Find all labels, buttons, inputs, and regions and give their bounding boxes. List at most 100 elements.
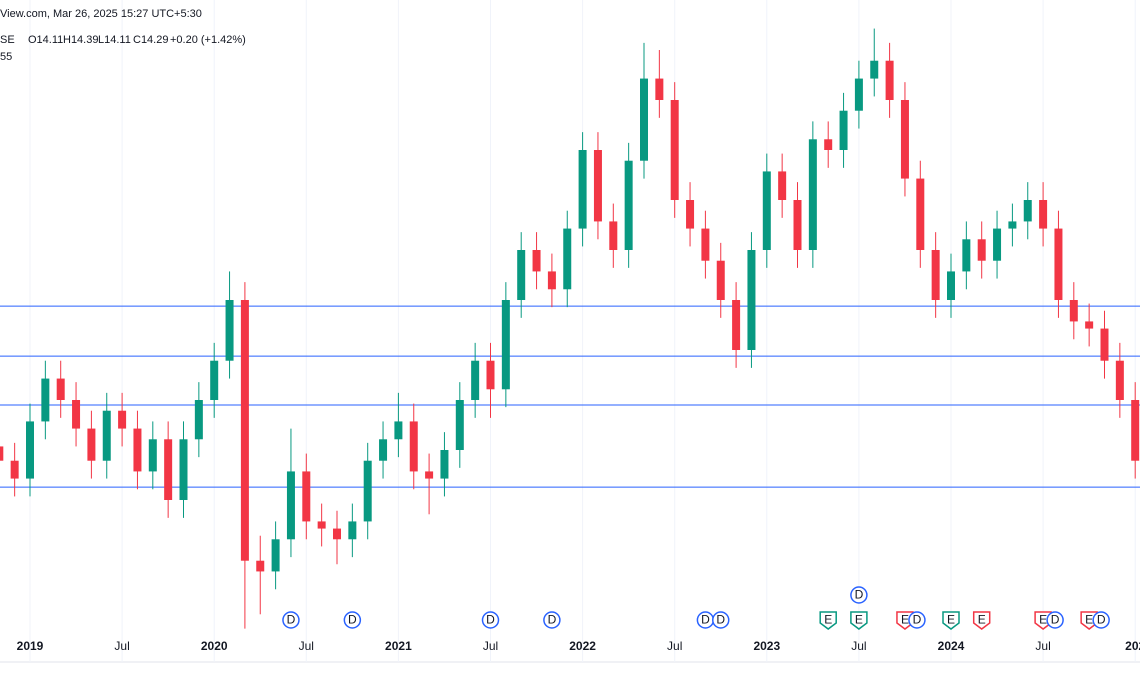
candle-body: [1100, 328, 1109, 361]
candle-body: [56, 378, 65, 400]
header-text: 55: [0, 51, 12, 63]
x-tick-label: Jul: [851, 639, 866, 653]
event-label: E: [855, 613, 863, 627]
candle-body: [363, 460, 372, 522]
candle-body: [194, 400, 203, 440]
x-tick-label: Jul: [299, 639, 314, 653]
x-tick-label: 2023: [753, 639, 780, 653]
candle-body: [1115, 360, 1124, 400]
x-tick-label: Jul: [483, 639, 498, 653]
event-label: E: [901, 613, 909, 627]
candle-body: [225, 300, 234, 361]
candle-body: [624, 160, 633, 250]
event-label: E: [978, 613, 986, 627]
candle-body: [302, 471, 311, 522]
x-tick-label: Jul: [1035, 639, 1050, 653]
candle-body: [87, 428, 96, 461]
candle-body: [532, 250, 541, 272]
event-marker[interactable]: E: [850, 611, 868, 630]
candle-body: [102, 410, 111, 461]
candle-body: [716, 260, 725, 300]
event-marker[interactable]: D: [1046, 611, 1064, 629]
candle-body: [547, 271, 556, 290]
candle-body: [593, 150, 602, 222]
event-marker[interactable]: D: [543, 611, 561, 629]
candle-body: [1054, 228, 1063, 300]
candle-body: [732, 300, 741, 350]
candle-body: [333, 528, 341, 540]
event-marker[interactable]: E: [1034, 611, 1052, 630]
x-tick-label: Jul: [114, 639, 129, 653]
event-label: D: [716, 613, 725, 627]
event-badge: [1092, 611, 1110, 629]
header-text: L14.11: [98, 34, 131, 46]
candle-body: [1023, 200, 1032, 222]
candle-body: [348, 521, 357, 540]
candle-body: [993, 228, 1002, 261]
event-marker[interactable]: E: [819, 611, 837, 630]
event-marker[interactable]: D: [850, 586, 868, 604]
event-badge: [282, 611, 300, 629]
candle-body: [148, 439, 157, 472]
event-label: D: [287, 613, 296, 627]
event-marker[interactable]: E: [942, 611, 960, 630]
candle-body: [947, 271, 955, 300]
candle-body: [1085, 321, 1094, 329]
candle-body: [164, 439, 173, 500]
candle-body: [440, 450, 449, 479]
header-text: H14.39: [63, 34, 98, 46]
candle-body: [962, 239, 971, 272]
header-text: +0.20 (+1.42%): [170, 34, 246, 46]
event-badge: [343, 611, 362, 629]
event-marker[interactable]: D: [1092, 611, 1110, 629]
event-label: D: [548, 613, 557, 627]
candle-body: [271, 539, 280, 572]
event-badge: [850, 586, 868, 604]
candle-body: [501, 300, 510, 390]
candle-body: [41, 378, 50, 422]
event-marker[interactable]: D: [481, 611, 500, 629]
candle-body: [778, 171, 787, 200]
candle-body: [1131, 400, 1140, 461]
x-tick-label: 2019: [17, 639, 44, 653]
event-marker[interactable]: E: [972, 611, 991, 630]
event-label: D: [1051, 613, 1060, 627]
event-badge: [819, 611, 837, 630]
x-tick-label: Jul: [667, 639, 682, 653]
candle-body: [256, 560, 265, 572]
event-label: E: [947, 613, 955, 627]
candle-body: [1008, 221, 1017, 229]
candle-body: [916, 178, 925, 250]
candle-body: [317, 521, 326, 529]
candle-body: [210, 360, 219, 400]
candle-body: [701, 228, 710, 261]
candle-body: [655, 78, 664, 100]
candle-body: [379, 439, 388, 461]
candle-body: [670, 100, 679, 200]
event-marker[interactable]: E: [1080, 611, 1098, 630]
event-badge: [1080, 611, 1098, 630]
event-marker[interactable]: D: [343, 611, 362, 629]
event-marker[interactable]: D: [908, 611, 926, 629]
candle-body: [870, 60, 879, 79]
candle-body: [179, 439, 188, 500]
event-marker[interactable]: D: [282, 611, 300, 629]
candle-body: [640, 78, 648, 161]
event-marker[interactable]: E: [896, 611, 914, 630]
candle-body: [72, 400, 81, 429]
event-marker[interactable]: D: [696, 611, 715, 629]
candle-body: [486, 360, 495, 390]
event-label: D: [1097, 613, 1106, 627]
candle-body: [563, 228, 572, 290]
event-marker[interactable]: D: [712, 611, 730, 629]
candle-body: [517, 250, 526, 300]
candle-body: [1039, 200, 1048, 229]
event-badge: [543, 611, 561, 629]
candle-body: [762, 171, 771, 250]
candle-body: [455, 400, 464, 450]
x-tick-label: 2021: [385, 639, 412, 653]
candle-body: [900, 100, 909, 179]
event-badge: [850, 611, 868, 630]
candle-body: [931, 250, 940, 300]
